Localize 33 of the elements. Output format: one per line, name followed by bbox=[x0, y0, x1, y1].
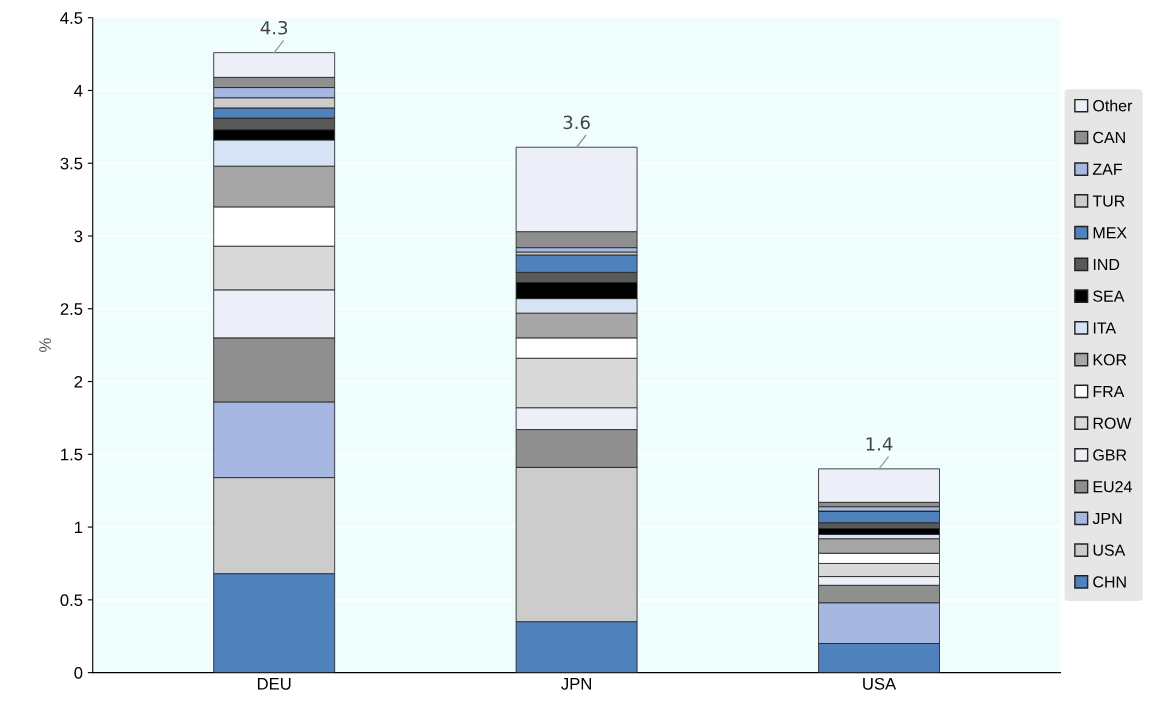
legend-label: ZAF bbox=[1092, 163, 1122, 175]
y-tick-label: 1 bbox=[75, 521, 83, 534]
y-tick-label: 1.5 bbox=[61, 448, 83, 461]
legend-label: GBR bbox=[1093, 449, 1127, 461]
x-tick-label: DEU bbox=[257, 678, 291, 690]
total-label: 4.3 bbox=[260, 20, 288, 35]
legend-label: ROW bbox=[1093, 417, 1132, 429]
y-axis-title: % bbox=[39, 338, 51, 352]
y-tick-label: 2.5 bbox=[60, 303, 83, 315]
legend-label: ITA bbox=[1093, 322, 1117, 334]
total-label: 3.6 bbox=[563, 115, 590, 130]
x-tick-label: JPN bbox=[561, 678, 591, 690]
legend-label: SEA bbox=[1093, 290, 1125, 302]
y-tick-label: 0 bbox=[74, 667, 83, 679]
y-tick-label: 2 bbox=[74, 375, 83, 388]
total-label: 1.4 bbox=[866, 437, 893, 451]
legend-label: TUR bbox=[1092, 195, 1125, 207]
legend-label: USA bbox=[1093, 544, 1126, 556]
legend-label: CHN bbox=[1093, 576, 1126, 588]
y-tick-label: 3 bbox=[74, 230, 83, 243]
legend-label: MEX bbox=[1093, 227, 1127, 239]
legend-label: Other bbox=[1093, 99, 1133, 112]
legend-label: CAN bbox=[1093, 131, 1125, 144]
legend-label: EU24 bbox=[1093, 481, 1132, 493]
legend-label: FRA bbox=[1093, 385, 1125, 397]
y-tick-label: 3.5 bbox=[60, 157, 83, 170]
y-tick-label: 4.5 bbox=[60, 12, 83, 24]
y-tick-label: 4 bbox=[74, 85, 83, 97]
legend-label: IND bbox=[1093, 258, 1120, 270]
legend-label: KOR bbox=[1093, 354, 1127, 366]
y-tick-label: 0.5 bbox=[60, 594, 83, 607]
legend-label: JPN bbox=[1092, 512, 1122, 525]
x-tick-label: USA bbox=[863, 677, 897, 690]
